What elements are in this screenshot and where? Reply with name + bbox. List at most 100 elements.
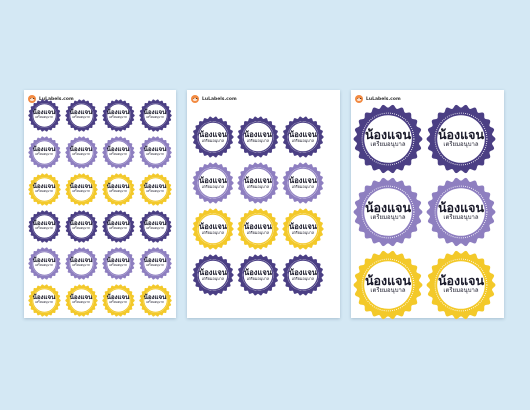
sticker-inner-circle	[106, 288, 130, 312]
sticker-inner-circle	[69, 288, 93, 312]
sticker-badge-shape	[138, 246, 172, 280]
sticker-inner-circle	[198, 260, 228, 290]
sticker-inner-circle	[106, 214, 130, 238]
sticker-badge-shape	[64, 98, 98, 132]
sticker-inner-circle	[32, 251, 56, 275]
sticker-badge-shape	[237, 208, 279, 250]
sticker-dotted-ring	[31, 139, 57, 165]
sticker-dotted-ring	[434, 112, 488, 166]
sticker-badge-shape	[138, 283, 172, 317]
sticker-badge-shape	[426, 104, 496, 174]
sticker-inner-circle	[106, 140, 130, 164]
sticker-label: น้องแจน เตรียมอนุบาล	[426, 250, 496, 320]
sticker-inner-circle	[69, 251, 93, 275]
sticker-dotted-ring	[197, 121, 229, 153]
sticker-label: น้องแจน เตรียมอนุบาล	[237, 208, 279, 250]
sticker-inner-circle	[32, 140, 56, 164]
sticker-label: น้องแจน เตรียมอนุบาล	[27, 246, 61, 280]
sticker-badge-shape	[192, 208, 234, 250]
sticker-badge-shape	[27, 209, 61, 243]
sticker-badge-shape	[64, 246, 98, 280]
sticker-inner-circle	[32, 288, 56, 312]
sticker-inner-circle	[32, 103, 56, 127]
sticker-badge-shape	[353, 104, 423, 174]
sticker-badge-shape	[237, 162, 279, 204]
sticker-dotted-ring	[68, 139, 94, 165]
sticker-badge-shape	[138, 172, 172, 206]
sticker-inner-circle	[243, 168, 273, 198]
sticker-inner-circle	[32, 177, 56, 201]
sticker-inner-circle	[32, 214, 56, 238]
sticker-inner-circle	[288, 260, 318, 290]
sticker-badge-shape	[138, 135, 172, 169]
sticker-inner-circle	[243, 214, 273, 244]
sticker-label: น้องแจน เตรียมอนุบาล	[426, 104, 496, 174]
sticker-label: น้องแจน เตรียมอนุบาล	[138, 172, 172, 206]
sticker-badge-shape	[237, 254, 279, 296]
sticker-badge-shape	[27, 98, 61, 132]
sticker-inner-circle	[288, 122, 318, 152]
sticker-dotted-ring	[361, 258, 415, 312]
sticker-inner-circle	[437, 261, 485, 309]
sticker-inner-circle	[69, 103, 93, 127]
sticker-label: น้องแจน เตรียมอนุบาล	[101, 283, 135, 317]
sticker-inner-circle	[69, 214, 93, 238]
lulabels-logo-icon	[191, 95, 199, 103]
sticker-dotted-ring	[197, 167, 229, 199]
sticker-label: น้องแจน เตรียมอนุบาล	[101, 172, 135, 206]
sticker-inner-circle	[364, 188, 412, 236]
sticker-label: น้องแจน เตรียมอนุบาล	[282, 208, 324, 250]
sticker-badge-shape	[138, 209, 172, 243]
sticker-badge-shape	[101, 98, 135, 132]
sticker-inner-circle	[143, 288, 167, 312]
sticker-label: น้องแจน เตรียมอนุบาล	[192, 116, 234, 158]
sticker-label: น้องแจน เตรียมอนุบาล	[101, 135, 135, 169]
sticker-label: น้องแจน เตรียมอนุบาล	[138, 283, 172, 317]
sticker-badge-shape	[192, 254, 234, 296]
sticker-label: น้องแจน เตรียมอนุบาล	[192, 162, 234, 204]
sticker-dotted-ring	[31, 176, 57, 202]
sticker-label: น้องแจน เตรียมอนุบาล	[282, 254, 324, 296]
sticker-inner-circle	[243, 122, 273, 152]
brand-name: LuLabels.com	[366, 96, 401, 102]
sticker-inner-circle	[198, 214, 228, 244]
sticker-inner-circle	[143, 177, 167, 201]
sticker-dotted-ring	[68, 102, 94, 128]
sticker-badge-shape	[192, 162, 234, 204]
sticker-dotted-ring	[31, 213, 57, 239]
sticker-inner-circle	[106, 251, 130, 275]
sticker-inner-circle	[288, 214, 318, 244]
sticker-inner-circle	[69, 177, 93, 201]
brand-header: LuLabels.com	[191, 95, 237, 103]
sticker-dotted-ring	[31, 287, 57, 313]
sticker-badge-shape	[27, 246, 61, 280]
sticker-inner-circle	[143, 214, 167, 238]
label-sheet-24: LuLabels.com น้องแจน เตรียมอนุบาล น้องแจนเ…	[24, 90, 176, 318]
sticker-label: น้องแจน เตรียมอนุบาล	[237, 116, 279, 158]
sticker-label: น้องแจน เตรียมอนุบาล	[27, 135, 61, 169]
sticker-inner-circle	[198, 122, 228, 152]
sticker-label: น้องแจน เตรียมอนุบาล	[64, 172, 98, 206]
sticker-label: น้องแจน เตรียมอนุบาล	[101, 209, 135, 243]
sticker-label: น้องแจน เตรียมอนุบาล	[101, 98, 135, 132]
sticker-badge-shape	[101, 209, 135, 243]
sticker-dotted-ring	[197, 213, 229, 245]
sticker-label: น้องแจน เตรียมอนุบาล	[192, 254, 234, 296]
sticker-label: น้องแจน เตรียมอนุบาล	[64, 98, 98, 132]
sticker-inner-circle	[364, 115, 412, 163]
sticker-badge-shape	[27, 172, 61, 206]
sticker-badge-shape	[353, 177, 423, 247]
sticker-badge-shape	[101, 283, 135, 317]
sticker-dotted-ring	[31, 250, 57, 276]
sticker-badge-shape	[27, 283, 61, 317]
sticker-badge-shape	[282, 116, 324, 158]
sticker-badge-shape	[101, 246, 135, 280]
sticker-label: น้องแจน เตรียมอนุบาล	[27, 283, 61, 317]
sticker-label: น้องแจน เตรียมอนุบาล	[282, 162, 324, 204]
sticker-inner-circle	[437, 115, 485, 163]
sticker-badge-shape	[353, 250, 423, 320]
sticker-label: น้องแจน เตรียมอนุบาล	[27, 209, 61, 243]
sticker-inner-circle	[288, 168, 318, 198]
sticker-inner-circle	[106, 103, 130, 127]
sticker-label: น้องแจน เตรียมอนุบาล	[353, 177, 423, 247]
